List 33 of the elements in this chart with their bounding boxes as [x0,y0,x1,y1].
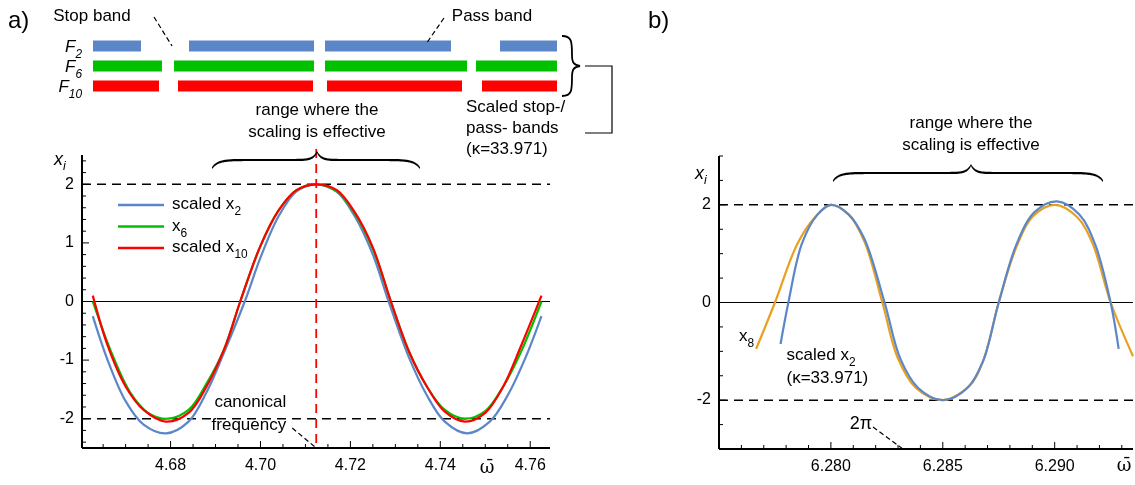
text: range where the scaling is effective [902,113,1040,155]
x-tick-label: 4.74 [424,456,456,474]
ref-line-label: canonical frequency [211,392,287,435]
x-tick-label: 6.280 [810,457,852,475]
x-tick-label: 4.76 [514,456,546,474]
annotation: Scaled stop-/ pass- bands (κ=33.971) [466,97,566,159]
y-tick-label: -2 [696,390,712,408]
text: Pass band [451,6,533,26]
y-axis-title: x$_{i}$ [694,162,709,188]
text: range where the scaling is effective [248,100,386,142]
y-tick-label: -1 [59,350,75,368]
legend-label: scaled x$_{10}$ [172,237,248,262]
x-tick-label: 6.290 [1034,457,1075,475]
x-tick-label: 4.70 [244,456,277,474]
x-tick-label: 4.68 [154,456,187,474]
y-tick-label: -2 [59,408,75,426]
y-tick-label: 0 [65,291,75,309]
y-tick-label: 0 [702,292,712,310]
chart-title: b) [648,6,670,34]
y-tick-label: 2 [702,195,712,213]
y-tick-label: 1 [65,233,75,251]
chart-title: a) [8,6,30,34]
series-label: scaled x$_{2}$ (κ=33.971) [786,345,869,388]
x-axis-title: ω̄ [479,456,495,477]
text: Stop band [53,6,131,26]
x-tick-label: 6.285 [922,457,963,475]
y-tick-label: 2 [65,174,75,192]
annotation: 2π [849,412,873,433]
x-axis-title: ω̄ [1116,454,1132,475]
text: F$_{10}$ [58,77,83,102]
y-axis-title: x$_{i}$ [53,148,68,174]
x-tick-label: 4.72 [334,456,367,474]
series-label: x$_{8}$ [739,326,755,351]
